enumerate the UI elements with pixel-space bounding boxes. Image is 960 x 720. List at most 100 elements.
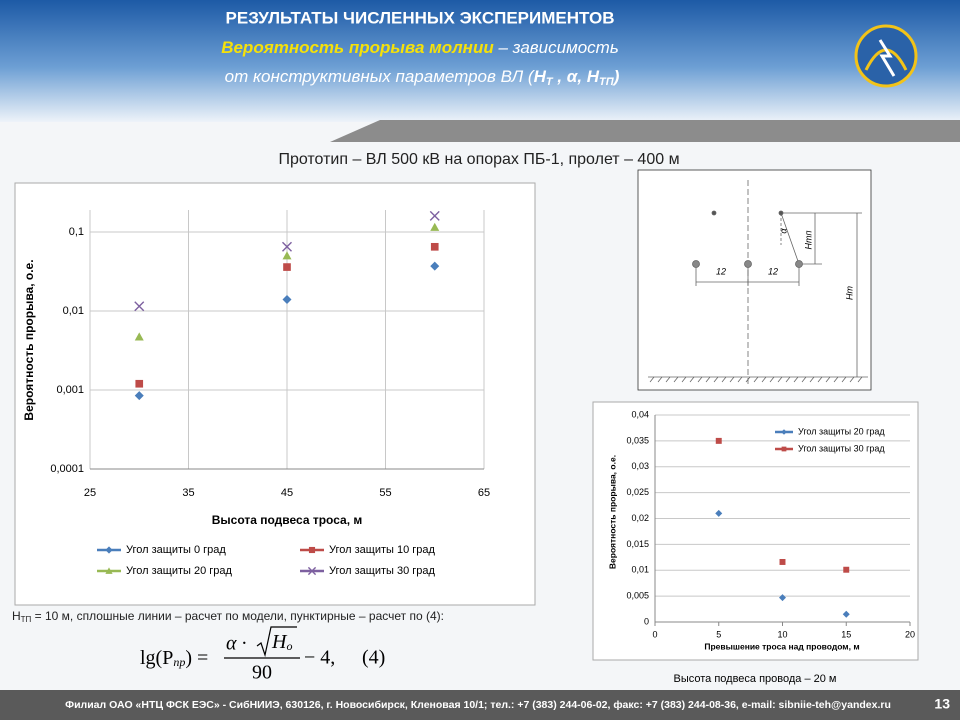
marker: [779, 594, 786, 602]
y-tick-label: 0,1: [69, 226, 84, 238]
formula-part: ) =: [185, 647, 208, 669]
formula-num: Hо: [271, 631, 292, 653]
sqrt-sign: [256, 626, 297, 658]
formula-lhs: lg(Pпр) =: [140, 647, 208, 669]
x-tick-label: 55: [379, 487, 391, 499]
y-tick-label: 0,02: [631, 513, 649, 523]
legend-marker: [105, 546, 113, 554]
param-sub: ТП: [599, 76, 615, 88]
legend-label: Угол защиты 20 град: [798, 426, 885, 436]
x-axis-label: Высота подвеса троса, м: [212, 513, 363, 527]
marker: [430, 242, 439, 251]
marker: [779, 558, 786, 565]
marker: [134, 391, 144, 401]
x-tick-label: 5: [716, 629, 721, 639]
header-band: [0, 0, 960, 122]
formula-ref: (4): [362, 647, 385, 669]
prototype: Прототип – ВЛ 500 кВ на опорах ПБ-1, про…: [278, 151, 679, 168]
marker: [715, 437, 722, 444]
formula-part: lg(P: [140, 647, 173, 669]
marker: [135, 379, 144, 388]
ht-label: Hт: [844, 286, 854, 300]
legend-marker: [307, 566, 317, 576]
chart-caption: Высота подвеса провода – 20 м: [673, 673, 836, 685]
marker: [842, 610, 850, 618]
note: HТП = 10 м, сплошные линии – расчет по м…: [12, 609, 444, 624]
alpha-label: α: [778, 228, 788, 234]
dim-label: 12: [768, 266, 778, 276]
x-tick-label: 20: [905, 629, 915, 639]
marker: [430, 261, 440, 271]
subtitle-text: от конструктивных параметров ВЛ (: [225, 67, 536, 86]
x-axis-label: Превышение троса над проводом, м: [704, 641, 859, 651]
y-tick-label: 0,015: [626, 539, 649, 549]
marker: [430, 222, 440, 231]
y-tick-label: 0,005: [626, 591, 649, 601]
legend-marker: [308, 546, 316, 554]
legend-marker: [781, 446, 787, 452]
x-tick-label: 45: [281, 487, 293, 499]
legend-marker: [105, 567, 113, 574]
formula-num: α ·: [226, 633, 247, 655]
marker: [282, 294, 292, 304]
y-tick-label: 0: [644, 616, 649, 626]
param: , α, H: [553, 67, 600, 86]
subtitle-rest: – зависимость: [494, 38, 619, 57]
x-tick-label: 10: [777, 629, 787, 639]
x-tick-label: 35: [182, 487, 194, 499]
footer-text: Филиал ОАО «НТЦ ФСК ЕЭС» - СибНИИЭ, 6301…: [65, 699, 891, 711]
param: ): [612, 67, 620, 86]
logo: [854, 24, 918, 88]
subtitle-bold: Вероятность прорыва молнии: [221, 38, 494, 57]
htp-label: Hтп: [803, 230, 813, 249]
y-tick-label: 0,01: [63, 305, 84, 317]
y-tick-label: 0,001: [56, 384, 84, 396]
chart-frame: [14, 182, 536, 606]
legend-marker: [781, 429, 787, 435]
marker: [429, 210, 440, 221]
y-tick-label: 0,035: [626, 435, 649, 445]
formula-sub: пр: [173, 655, 185, 669]
slide-title: РЕЗУЛЬТАТЫ ЧИСЛЕННЫХ ЭКСПЕРИМЕНТОВ: [226, 8, 615, 27]
formula-sub: о: [286, 639, 292, 653]
marker: [843, 566, 850, 573]
note-h: H: [12, 609, 21, 623]
marker: [715, 509, 723, 517]
legend-label: Угол защиты 30 град: [329, 565, 436, 577]
legend-label: Угол защиты 10 град: [329, 544, 436, 556]
page-number: 13: [934, 696, 950, 712]
y-tick-label: 0,03: [631, 461, 649, 471]
formula-rest: − 4,: [304, 647, 335, 669]
note-text: = 10 м, сплошные линии – расчет по модел…: [31, 609, 444, 623]
marker: [282, 241, 292, 252]
footer-band: [0, 690, 960, 720]
x-tick-label: 25: [84, 487, 96, 499]
slide-subtitle: Вероятность прорыва молнии – зависимость: [221, 38, 619, 57]
marker: [282, 251, 292, 260]
formula-h: H: [271, 631, 288, 653]
slide-subtitle-line2: от конструктивных параметров ВЛ (HТ , α,…: [225, 67, 620, 87]
x-tick-label: 65: [478, 487, 490, 499]
x-tick-label: 15: [841, 629, 851, 639]
y-axis-label: Вероятность прорыва, о.е.: [22, 259, 36, 420]
chart-frame: [592, 401, 919, 661]
marker: [134, 301, 145, 312]
legend-label: Угол защиты 20 град: [126, 565, 233, 577]
note-sub: ТП: [21, 615, 32, 624]
param: H: [534, 67, 547, 86]
formula-den: 90: [252, 662, 272, 684]
param-sub: Т: [546, 76, 554, 88]
legend-label: Угол защиты 0 град: [126, 544, 226, 556]
x-tick-label: 0: [652, 629, 657, 639]
diagram: [637, 169, 872, 391]
dim-label: 12: [716, 266, 726, 276]
formula: lg(Pпр) = α · Hо 90 − 4, (4): [140, 626, 385, 684]
y-axis-label: Вероятность прорыва, о.е.: [607, 455, 617, 569]
marker: [283, 263, 291, 271]
y-tick-label: 0,0001: [50, 463, 84, 475]
legend-label: Угол защиты 30 град: [798, 443, 885, 453]
marker: [134, 332, 144, 341]
y-tick-label: 0,04: [631, 409, 649, 419]
header-stripe: [330, 120, 960, 142]
